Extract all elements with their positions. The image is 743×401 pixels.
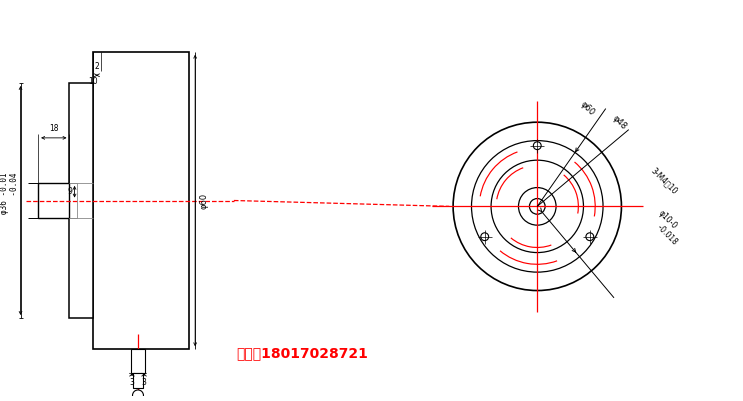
- Text: 9: 9: [68, 187, 73, 196]
- Text: 手机：18017028721: 手机：18017028721: [236, 346, 368, 360]
- Bar: [131, 349, 146, 373]
- Text: 3: 3: [142, 378, 146, 387]
- Text: φ48: φ48: [610, 113, 628, 132]
- Circle shape: [453, 122, 621, 291]
- Text: 18: 18: [49, 124, 59, 133]
- Text: φ60: φ60: [199, 192, 208, 209]
- Circle shape: [472, 141, 603, 272]
- Text: 10: 10: [88, 77, 98, 86]
- Circle shape: [586, 233, 594, 241]
- Text: φ60: φ60: [579, 100, 597, 117]
- Circle shape: [132, 390, 143, 401]
- Text: 3: 3: [129, 378, 134, 387]
- Bar: [93, 52, 189, 349]
- Circle shape: [491, 160, 583, 253]
- Circle shape: [519, 188, 556, 225]
- Text: φ36 -0.01
       -0.04: φ36 -0.01 -0.04: [0, 173, 19, 228]
- Text: φ10-0
    -0.018: φ10-0 -0.018: [649, 209, 687, 246]
- Bar: [38, 183, 70, 218]
- Bar: [70, 83, 93, 318]
- Circle shape: [530, 198, 545, 214]
- Circle shape: [481, 233, 489, 241]
- Text: 3-M4深10: 3-M4深10: [649, 166, 679, 196]
- Bar: [133, 373, 143, 389]
- Text: 2: 2: [94, 61, 100, 71]
- Circle shape: [533, 142, 541, 150]
